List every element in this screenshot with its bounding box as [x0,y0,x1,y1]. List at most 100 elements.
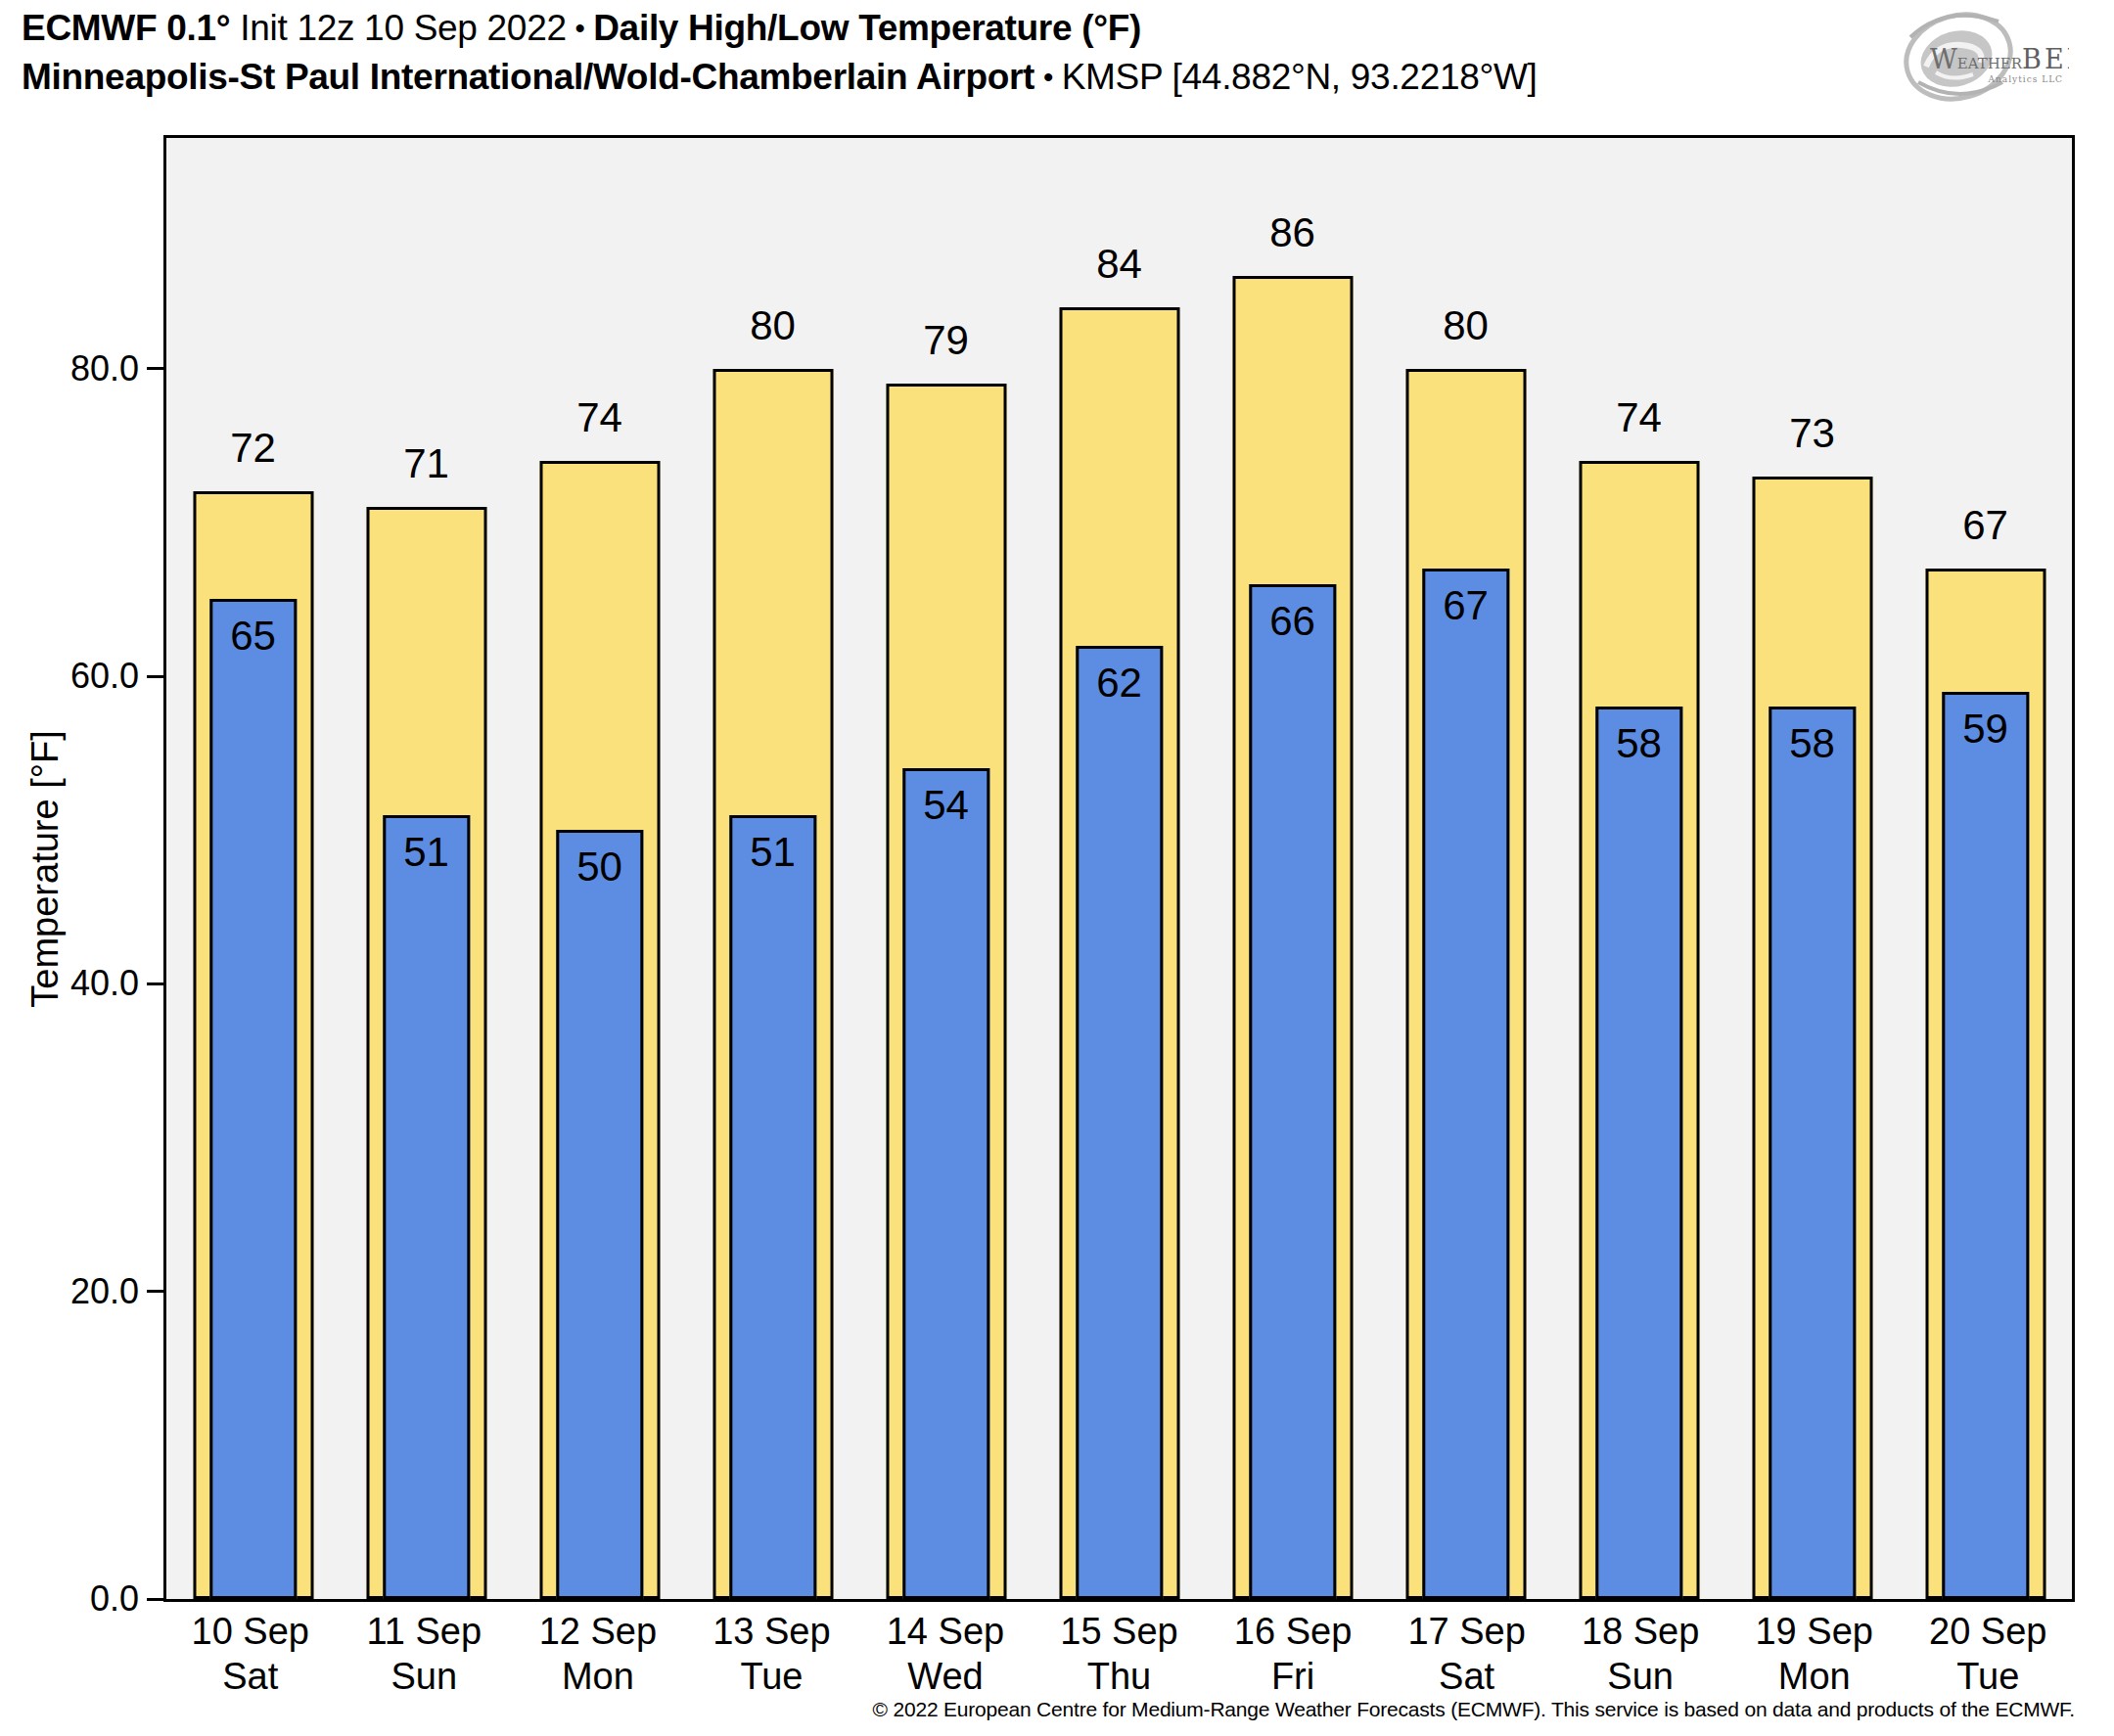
y-tick-mark [147,982,163,985]
day-slot: 84 62 [1033,138,1206,1599]
low-value-label: 67 [1425,582,1506,629]
title-init: Init 12z 10 Sep 2022 [240,8,566,48]
y-tick-label: 20.0 [0,1270,139,1313]
high-value-label: 74 [1552,394,1725,441]
low-value-label: 59 [1945,706,2026,753]
low-temp-bar: 58 [1595,707,1682,1599]
low-value-label: 58 [1771,720,1853,767]
x-tick-date: 14 Sep [858,1609,1033,1654]
day-slot: 72 65 [166,138,340,1599]
y-tick-mark [147,675,163,678]
bar-group-container: 72 65 71 51 74 50 80 51 79 54 84 62 86 66 80 67 74 58 73 58… [166,138,2072,1599]
x-tick-date: 20 Sep [1901,1609,2075,1654]
low-value-label: 50 [559,844,640,891]
low-temp-bar: 67 [1422,569,1509,1599]
low-temp-bar: 51 [729,815,816,1600]
day-slot: 80 51 [686,138,859,1599]
x-tick-label: 16 SepFri [1206,1609,1380,1699]
high-value-label: 86 [1206,209,1379,256]
x-tick-label: 15 SepThu [1033,1609,1207,1699]
x-tick-label: 20 SepTue [1901,1609,2075,1699]
y-tick-label: 60.0 [0,655,139,698]
x-tick-date: 12 Sep [511,1609,685,1654]
weatherbell-logo: WEATHERBELL Analytics LLC [1897,2,2069,108]
station-coordinates: KMSP [44.882°N, 93.2218°W] [1062,57,1538,97]
low-temp-bar: 54 [902,768,989,1599]
x-tick-label: 17 SepSat [1380,1609,1554,1699]
low-value-label: 65 [212,613,294,660]
x-tick-date: 13 Sep [685,1609,859,1654]
x-tick-date: 15 Sep [1033,1609,1207,1654]
logo-tagline: Analytics LLC [1988,74,2063,84]
title-line-1: ECMWF 0.1° Init 12z 10 Sep 2022 • Daily Hi… [22,4,1538,53]
day-slot: 67 59 [1899,138,2072,1599]
low-temp-bar: 65 [209,599,297,1599]
low-temp-bar: 50 [556,830,643,1599]
station-separator-dot: • [1043,62,1053,92]
high-value-label: 79 [859,317,1033,364]
y-tick-label: 0.0 [0,1577,139,1621]
low-value-label: 51 [732,829,813,876]
high-value-label: 80 [686,302,859,349]
day-slot: 79 54 [859,138,1033,1599]
x-axis: 10 SepSat11 SepSun12 SepMon13 SepTue14 S… [163,1609,2075,1699]
low-value-label: 62 [1079,660,1160,707]
x-tick-date: 11 Sep [338,1609,512,1654]
x-tick-label: 14 SepWed [858,1609,1033,1699]
x-tick-date: 10 Sep [163,1609,338,1654]
y-tick-mark [147,1598,163,1601]
title-line-2: Minneapolis-St Paul International/Wold-C… [22,53,1538,102]
weatherbell-forecast-page: { "header": { "line1_bold1": "ECMWF 0.1°… [0,0,2114,1736]
x-tick-weekday: Mon [511,1654,685,1699]
day-slot: 74 50 [513,138,686,1599]
low-temp-bar: 62 [1076,646,1163,1599]
x-tick-weekday: Tue [685,1654,859,1699]
x-tick-weekday: Fri [1206,1654,1380,1699]
logo-wordmark: WEATHERBELL [1930,44,2069,74]
x-tick-date: 16 Sep [1206,1609,1380,1654]
x-tick-weekday: Sun [1553,1654,1727,1699]
high-value-label: 80 [1379,302,1552,349]
y-tick-label: 80.0 [0,347,139,390]
low-value-label: 58 [1598,720,1679,767]
day-slot: 86 66 [1206,138,1379,1599]
title-separator-dot: • [575,13,585,43]
y-tick-label: 40.0 [0,962,139,1005]
low-temp-bar: 66 [1249,584,1336,1599]
high-value-label: 67 [1899,502,2072,549]
y-tick-mark [147,1290,163,1293]
x-tick-weekday: Thu [1033,1654,1207,1699]
low-temp-bar: 51 [383,815,470,1600]
x-tick-date: 18 Sep [1553,1609,1727,1654]
x-tick-label: 12 SepMon [511,1609,685,1699]
day-slot: 80 67 [1379,138,1552,1599]
x-tick-weekday: Wed [858,1654,1033,1699]
x-tick-date: 19 Sep [1727,1609,1902,1654]
copyright-notice: © 2022 European Centre for Medium-Range … [873,1698,2075,1721]
station-name: Minneapolis-St Paul International/Wold-C… [22,57,1034,97]
title-model: ECMWF 0.1° [22,8,230,48]
high-value-label: 74 [513,394,686,441]
low-value-label: 54 [905,782,987,829]
title-parameter: Daily High/Low Temperature (°F) [593,8,1141,48]
high-value-label: 73 [1725,410,1899,457]
day-slot: 73 58 [1725,138,1899,1599]
x-tick-weekday: Mon [1727,1654,1902,1699]
x-tick-date: 17 Sep [1380,1609,1554,1654]
x-tick-weekday: Sat [163,1654,338,1699]
plot-area: 72 65 71 51 74 50 80 51 79 54 84 62 86 66 80 67 74 58 73 58… [163,135,2075,1602]
low-value-label: 51 [386,829,467,876]
high-value-label: 72 [166,425,340,472]
high-value-label: 84 [1033,241,1206,288]
x-tick-weekday: Sun [338,1654,512,1699]
x-tick-label: 10 SepSat [163,1609,338,1699]
x-tick-label: 13 SepTue [685,1609,859,1699]
x-tick-label: 11 SepSun [338,1609,512,1699]
x-tick-label: 19 SepMon [1727,1609,1902,1699]
low-temp-bar: 59 [1942,692,2029,1599]
chart-header: ECMWF 0.1° Init 12z 10 Sep 2022 • Daily Hi… [22,4,1538,102]
high-value-label: 71 [340,440,513,487]
low-temp-bar: 58 [1769,707,1856,1599]
x-tick-weekday: Sat [1380,1654,1554,1699]
day-slot: 71 51 [340,138,513,1599]
